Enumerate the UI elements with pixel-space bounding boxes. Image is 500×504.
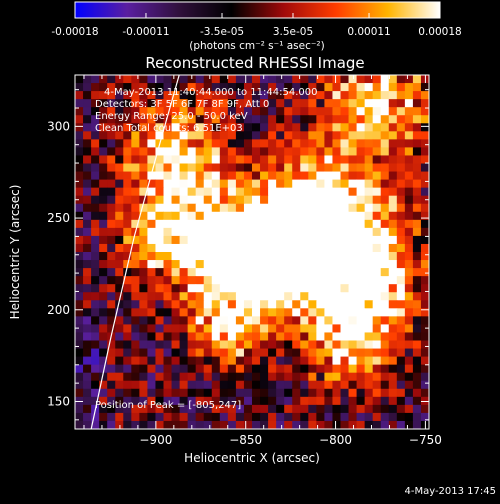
y-tick-label: 200 xyxy=(47,303,70,317)
colorbar-ticks: -0.00018 -0.00011 -3.5e-05 3.5e-05 0.00011 0.… xyxy=(51,13,462,38)
clean-annotation: Clean Total counts: 6.51E+03 xyxy=(95,123,243,134)
time-range-annotation: 4-May-2013 11:40:44.000 to 11:44:54.000 xyxy=(104,87,317,98)
x-tick-label: −900 xyxy=(139,433,172,447)
x-tick-label: −800 xyxy=(319,433,352,447)
colorbar-tick-label: 0.00018 xyxy=(418,26,461,38)
colorbar-units-label: (photons cm⁻² s⁻¹ asec⁻²) xyxy=(189,40,324,52)
x-tick-label: −750 xyxy=(409,433,442,447)
x-tick-label: −850 xyxy=(229,433,262,447)
y-tick-label: 150 xyxy=(47,394,70,408)
solar-limb-line xyxy=(90,75,180,429)
colorbar-tick-label: -3.5e-05 xyxy=(200,26,244,38)
y-axis-ticks: 150 200 250 300 xyxy=(47,89,429,421)
x-axis-ticks: −900 −850 −800 −750 xyxy=(83,75,442,447)
colorbar-tick-label: 3.5e-05 xyxy=(273,26,313,38)
detectors-annotation: Detectors: 3F 5F 6F 7F 8F 9F, Att 0 xyxy=(95,99,269,110)
x-axis-label: Heliocentric X (arcsec) xyxy=(184,451,320,465)
y-tick-label: 300 xyxy=(47,119,70,133)
colorbar-tick-label: 0.00011 xyxy=(347,26,390,38)
colorbar-tick-label: -0.00018 xyxy=(51,26,98,38)
heatmap-image xyxy=(75,75,429,429)
energy-annotation: Energy Range: 25.0 - 50.0 keV xyxy=(95,111,248,122)
y-axis-label: Heliocentric Y (arcsec) xyxy=(8,185,22,320)
peak-annotation: Position of Peak = [-805,247] xyxy=(95,400,241,411)
plot-frame xyxy=(74,74,430,430)
chart-title: Reconstructed RHESSI Image xyxy=(145,54,364,72)
colorbar-tick-label: -0.00011 xyxy=(122,26,169,38)
timestamp: 4-May-2013 17:45 xyxy=(404,486,496,497)
colorbar xyxy=(74,1,441,19)
y-tick-label: 250 xyxy=(47,211,70,225)
